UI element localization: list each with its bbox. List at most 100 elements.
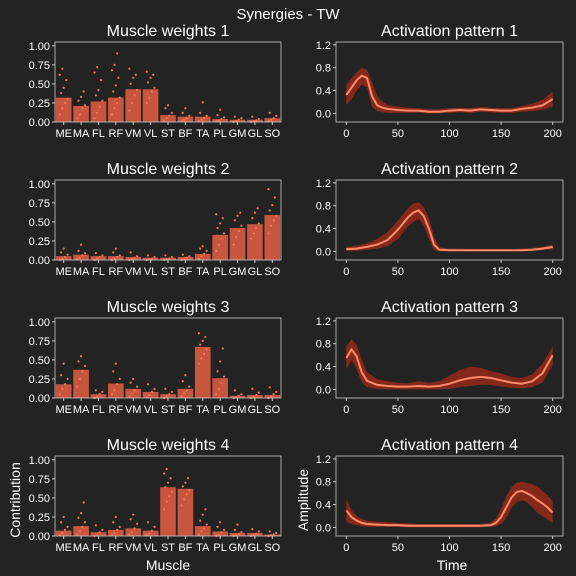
data-point xyxy=(145,101,148,105)
data-point xyxy=(215,393,218,396)
bar xyxy=(125,89,142,122)
data-point xyxy=(222,375,226,378)
bar xyxy=(247,394,263,398)
data-point xyxy=(182,392,186,395)
x-tick-label: ME xyxy=(55,404,72,416)
panel-border xyxy=(335,455,564,537)
data-point xyxy=(182,118,186,121)
data-point xyxy=(82,90,85,93)
activation-panel: Activation pattern 4 0.0 0.4 0.8 1.2 0 50 100 15… xyxy=(316,437,564,554)
data-point xyxy=(164,254,167,257)
data-point xyxy=(200,255,203,258)
data-point xyxy=(114,362,117,365)
bar xyxy=(55,530,72,536)
data-point xyxy=(252,232,255,235)
x-tick-label: GL xyxy=(248,266,263,278)
x-tick-label: VM xyxy=(125,266,142,278)
x-tick-label: SO xyxy=(264,404,280,416)
data-point xyxy=(94,389,97,392)
data-point xyxy=(114,84,117,87)
data-point xyxy=(199,111,202,114)
data-point xyxy=(153,525,156,528)
data-point xyxy=(249,237,253,240)
data-point xyxy=(233,389,237,392)
bar xyxy=(108,256,124,260)
y-tick-label: 0.75 xyxy=(29,198,50,210)
data-point xyxy=(252,395,255,398)
x-tick-label: VM xyxy=(125,404,142,416)
data-point xyxy=(168,393,171,396)
x-tick-label: BF xyxy=(178,542,192,554)
data-point xyxy=(83,521,87,524)
x-tick-label: RF xyxy=(109,128,124,140)
y-tick-label: 0.4 xyxy=(316,224,331,236)
data-point xyxy=(257,117,260,121)
variability-band xyxy=(346,481,553,528)
data-point xyxy=(150,529,154,532)
data-point xyxy=(136,522,139,525)
x-tick-label: 0 xyxy=(343,542,349,554)
data-point xyxy=(275,390,278,394)
weights-panel: Muscle weights 3 0.00 0.25 0.50 0.75 1.00 ME MA… xyxy=(29,299,282,416)
data-point xyxy=(128,395,131,398)
data-point xyxy=(62,362,65,365)
y-tick-label: 1.00 xyxy=(29,317,50,329)
data-point xyxy=(197,362,200,365)
data-point xyxy=(164,107,167,110)
data-point xyxy=(237,229,240,233)
data-point xyxy=(222,116,226,119)
data-point xyxy=(188,489,191,492)
data-point xyxy=(96,111,99,114)
x-tick-label: GM xyxy=(229,404,247,416)
data-point xyxy=(134,73,137,76)
x-tick-label: MA xyxy=(73,266,90,278)
y-tick-label: 0.75 xyxy=(29,336,50,348)
data-point xyxy=(116,101,119,105)
data-point xyxy=(169,476,172,480)
data-point xyxy=(271,204,274,207)
data-point xyxy=(116,528,119,532)
data-point xyxy=(101,528,104,532)
x-tick-label: ST xyxy=(161,266,175,278)
y-tick-label: 0.50 xyxy=(29,79,50,91)
data-point xyxy=(215,249,218,252)
data-point xyxy=(66,525,69,528)
data-point xyxy=(145,70,148,73)
panel-border xyxy=(54,179,282,261)
x-tick-label: VM xyxy=(125,128,142,140)
data-point xyxy=(220,531,223,534)
data-point xyxy=(112,90,115,93)
data-point xyxy=(200,357,203,360)
x-tick-label: BF xyxy=(178,128,192,140)
data-point xyxy=(146,254,150,257)
x-tick-label: RF xyxy=(109,542,124,554)
x-tick-label: 0 xyxy=(343,128,349,140)
panel-title: Activation pattern 2 xyxy=(381,161,518,178)
data-point xyxy=(168,257,171,260)
x-tick-label: FL xyxy=(92,404,105,416)
data-point xyxy=(251,387,254,390)
data-point xyxy=(146,81,150,84)
y-tick-label: 0.0 xyxy=(316,108,331,120)
bar xyxy=(73,526,89,536)
bar xyxy=(194,253,211,260)
bar xyxy=(177,256,194,260)
y-tick-label: 0.8 xyxy=(316,201,331,213)
data-point xyxy=(168,495,171,498)
data-point xyxy=(275,214,278,217)
x-tick-label: 100 xyxy=(440,542,458,554)
data-point xyxy=(62,515,65,519)
x-tick-label: 200 xyxy=(544,404,562,416)
x-tick-label: 0 xyxy=(343,266,349,278)
data-point xyxy=(78,377,81,381)
data-point xyxy=(184,374,187,377)
data-point xyxy=(81,107,84,110)
x-tick-label: VL xyxy=(144,266,157,278)
data-point xyxy=(61,531,64,535)
data-point xyxy=(150,390,154,394)
data-point xyxy=(136,88,139,92)
data-point xyxy=(79,243,83,246)
x-tick-label: VL xyxy=(144,128,157,140)
x-tick-label: TA xyxy=(196,266,210,278)
